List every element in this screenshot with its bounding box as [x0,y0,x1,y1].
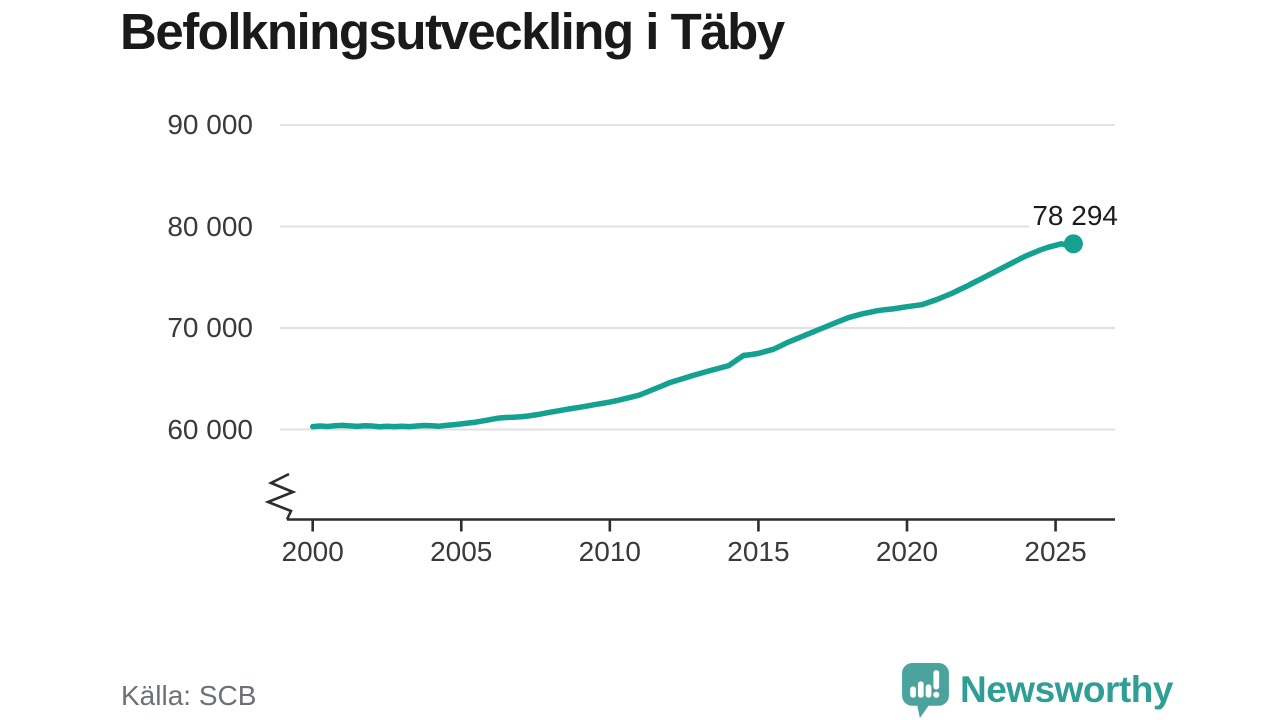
source-caption: Källa: SCB [121,680,257,711]
latest-point-marker [1063,234,1083,254]
x-axis-tick-label: 2025 [1024,536,1087,567]
x-axis-tick-label: 2015 [727,536,790,567]
newsworthy-logo: Newsworthy [902,663,1173,718]
y-axis-tick-label: 60 000 [167,413,253,445]
latest-value-label: 78 294 [1029,200,1121,232]
newsworthy-icon [902,663,949,718]
x-axis-tick-label: 2005 [430,536,493,567]
x-axis-tick-label: 2010 [578,536,641,567]
y-axis-tick-label: 70 000 [167,312,253,343]
x-axis-tick-label: 2000 [281,536,344,567]
population-line [309,241,1077,430]
y-axis-tick-label: 90 000 [167,109,253,140]
axis-break-icon [264,472,297,521]
chart-title: Befolkningsutveckling i Täby [120,3,785,60]
y-axis-tick-label: 80 000 [167,210,253,242]
x-axis-tick-label: 2020 [875,536,939,567]
newsworthy-wordmark: Newsworthy [960,669,1173,710]
